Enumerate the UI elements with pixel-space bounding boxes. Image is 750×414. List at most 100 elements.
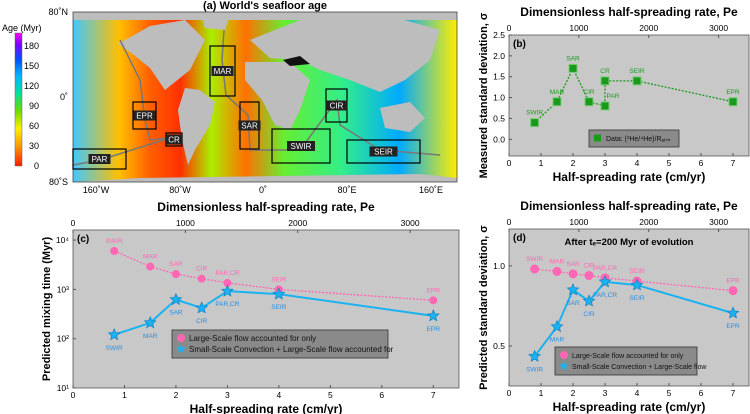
region-label-bg — [133, 110, 156, 121]
top-tick-label: 2000 — [639, 23, 658, 33]
region-label-bg — [369, 146, 398, 157]
data-point — [568, 269, 578, 279]
data-point — [584, 270, 594, 280]
data-label: SEIR — [629, 68, 644, 75]
legend-marker — [594, 134, 601, 142]
data-label: SEIR — [271, 304, 286, 311]
y-tick-label: 2.5 — [493, 30, 505, 40]
top-axis-label: Dimensionless half-spreading rate, Pe — [157, 200, 375, 214]
data-point — [272, 287, 286, 300]
lon-label: 80˚E — [337, 185, 356, 195]
y-tick-label: 1.0 — [493, 261, 505, 271]
top-tick-label: 3000 — [401, 218, 420, 228]
legend-marker — [176, 344, 186, 353]
land-mass — [250, 16, 440, 92]
data-point — [728, 286, 738, 296]
data-label: PAR — [607, 93, 620, 100]
data-label: SEIR — [629, 295, 644, 302]
region-box-swir: SWIR — [271, 128, 331, 164]
data-label: PAR,CR — [215, 301, 239, 308]
map-title: (a) World's seafloor age — [203, 0, 327, 12]
region-box-outline — [72, 148, 127, 170]
top-axis-label: Dimensionless half-spreading rate, Pe — [520, 5, 738, 19]
y-axis-label: Predicted standard deviation, σ — [478, 225, 490, 390]
y-tick-label: 10¹ — [57, 383, 69, 393]
region-label: PAR — [92, 155, 108, 164]
data-point — [632, 76, 642, 86]
region-label: CR — [168, 136, 180, 145]
x-tick-label: 0 — [71, 390, 76, 400]
x-tick-label: 7 — [731, 388, 736, 398]
data-label: EPR — [427, 287, 441, 294]
x-tick-label: 5 — [328, 390, 333, 400]
land-mass — [118, 20, 205, 90]
data-point — [143, 316, 157, 329]
y-tick-label: 2.0 — [493, 51, 505, 61]
data-label: CIR — [583, 262, 595, 269]
top-tick-label: 1000 — [176, 218, 195, 228]
panel-label: (c) — [77, 234, 89, 245]
legend-box — [171, 329, 389, 359]
legend: Data: (³He/⁴He)/Rₐₜₘ — [588, 129, 680, 148]
data-point — [223, 278, 232, 287]
data-label: CIR — [583, 89, 595, 96]
data-label: SWIR — [526, 366, 543, 373]
chart-panel-d: Dimensionless half-spreading rate, Pe0 10… — [478, 199, 750, 414]
lat-label: 80˚S — [49, 177, 68, 187]
colorbar-tick: 150 — [24, 61, 39, 71]
colorbar-tick: 0 — [34, 161, 39, 171]
land-mass — [178, 88, 215, 165]
data-label: SAR — [169, 261, 183, 268]
data-label: CIR — [196, 266, 208, 273]
data-label: CR — [600, 68, 610, 75]
data-point — [726, 306, 740, 319]
data-point — [530, 118, 540, 128]
x-tick-label: 4 — [635, 158, 640, 168]
region-box-cir: CIR — [325, 88, 348, 123]
data-label: MAR — [550, 258, 565, 265]
data-label: EPR — [427, 326, 441, 333]
land-mass — [245, 62, 310, 130]
data-point — [600, 76, 610, 86]
panel-label: (d) — [513, 233, 526, 244]
lon-label: 80˚W — [169, 185, 191, 195]
legend-label: Small-Scale Convection + Large-Scale flo… — [189, 345, 394, 354]
region-label: EPR — [136, 112, 153, 121]
data-label: SEIR — [271, 276, 286, 283]
region-box-sar: SAR — [238, 101, 261, 150]
data-point — [552, 266, 562, 276]
x-tick-label: 1 — [539, 388, 544, 398]
x-tick-label: 3 — [225, 390, 230, 400]
top-axis-label: Dimensionless half-spreading rate, Pe — [520, 199, 738, 213]
colorbar-label: Age (Myr) — [2, 23, 42, 33]
data-label: MAR — [550, 337, 565, 344]
lat-label: 80˚N — [48, 7, 68, 17]
data-point — [550, 319, 564, 333]
top-tick-label: 1000 — [569, 217, 588, 227]
data-label: PAR,CR — [215, 270, 239, 277]
plate-boundary — [221, 29, 441, 156]
age-colorbar — [14, 32, 23, 167]
x-tick-label: 6 — [699, 388, 704, 398]
top-tick-label: 3000 — [709, 23, 728, 33]
x-tick-label: 4 — [276, 390, 281, 400]
lon-label: 0˚ — [259, 185, 267, 195]
region-label: CIR — [330, 102, 344, 111]
y-tick-label: 10³ — [57, 284, 69, 294]
x-tick-label: 6 — [379, 390, 384, 400]
legend-label: Data: (³He/⁴He)/Rₐₜₘ — [606, 136, 671, 143]
top-tick-label: 0 — [507, 217, 512, 227]
data-label: CIR — [196, 318, 208, 325]
y-tick-label: 0.5 — [493, 341, 505, 351]
seafloor-age-map: (a) World's seafloor age MAR EPR CR PAR SAR CI… — [2, 0, 458, 195]
region-box-epr: EPR — [132, 101, 157, 130]
x-axis-label: Half-spreading rate (cm/yr) — [553, 170, 706, 184]
x-tick-label: 7 — [431, 390, 436, 400]
data-label: SAR — [566, 261, 580, 268]
colorbar-tick: 180 — [24, 41, 39, 51]
x-tick-label: 4 — [635, 388, 640, 398]
data-point — [429, 296, 438, 305]
black-sea-caspian — [283, 56, 310, 66]
x-tick-label: 2 — [174, 390, 179, 400]
data-point — [169, 292, 183, 306]
